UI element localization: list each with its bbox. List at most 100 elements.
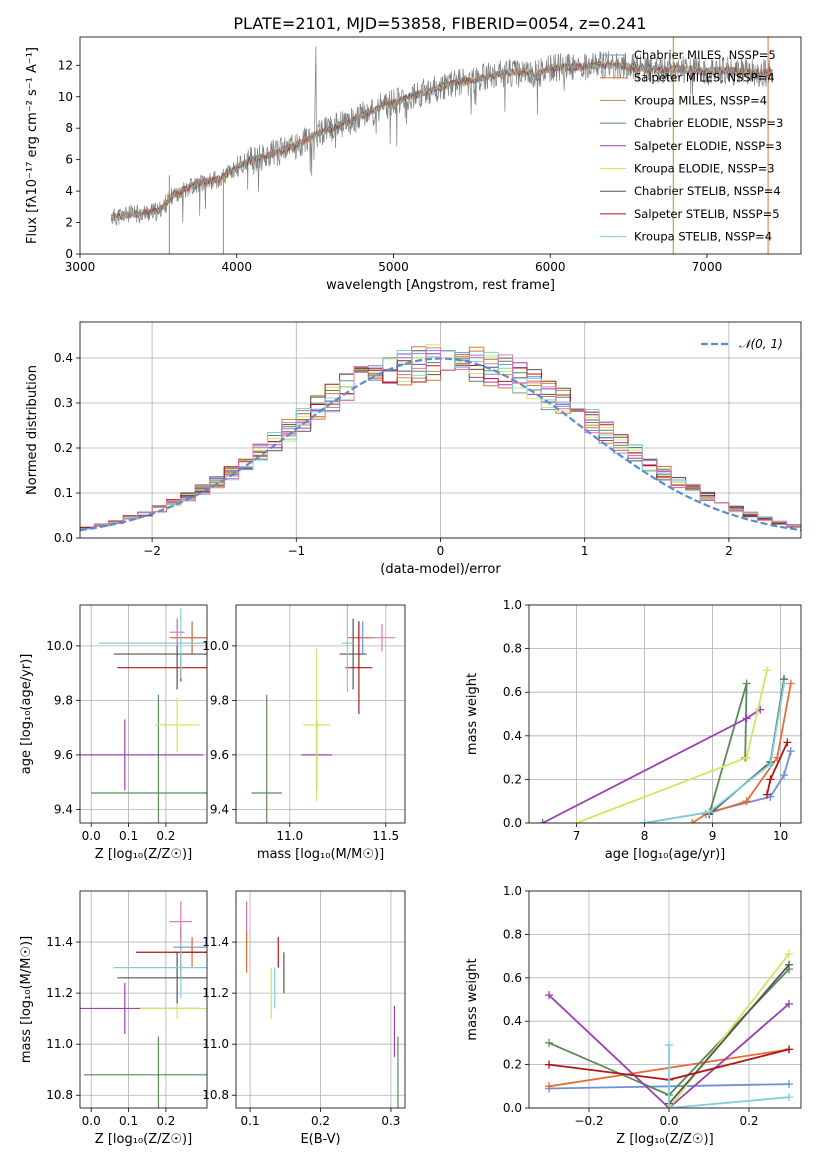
weight-line-salpeter-elodie — [548, 994, 790, 1108]
x-tick-label: 2 — [725, 544, 733, 558]
x-tick-label: 0.1 — [119, 1114, 138, 1128]
weight-marker — [742, 714, 751, 723]
x-tick-label: 11.5 — [372, 829, 399, 843]
x-tick-label: 0.2 — [156, 829, 175, 843]
legend-label: Salpeter ELODIE, NSSP=3 — [634, 139, 782, 153]
weight-marker — [688, 819, 697, 823]
weight-lines — [545, 949, 793, 1108]
weight-marker — [545, 1082, 553, 1091]
y-tick-label: 0.0 — [503, 816, 522, 830]
y-tick-label: 0 — [65, 247, 73, 261]
plot-frame — [528, 604, 802, 824]
y-tick-label: 0.2 — [503, 1058, 522, 1072]
weight-line-kroupa-stelib — [668, 1045, 790, 1108]
model-spectrum-kroupa-stelib — [110, 61, 773, 221]
x-tick-label: 0.2 — [739, 1114, 758, 1128]
x-tick-label: 0.0 — [82, 1114, 101, 1128]
weight-line-salpeter-elodie — [542, 708, 761, 823]
y-tick-label: 12 — [58, 58, 73, 72]
residual-histogram-panel: −2 −1 0 1 2 0.0 0.1 0.2 0.3 0.4 (data-model)/error… — [25, 321, 802, 577]
legend-label: Salpeter MILES, NSSP=4 — [634, 71, 775, 85]
x-tick-label: −0.2 — [574, 1114, 603, 1128]
y-tick-label: 9.4 — [54, 802, 73, 816]
y-tick-label: 0.0 — [54, 531, 73, 545]
weight-marker — [742, 797, 751, 806]
y-tick-label: 11.0 — [202, 1037, 229, 1051]
x-tick-label: 9 — [709, 829, 717, 843]
figure-title: PLATE=2101, MJD=53858, FIBERID=0054, z=0… — [233, 14, 646, 33]
y-tick-label: 8 — [65, 121, 73, 135]
plot-frame — [235, 604, 406, 824]
legend-label: Chabrier MILES, NSSP=5 — [634, 48, 776, 62]
y-tick-label: 11.4 — [46, 935, 73, 949]
weight-marker — [785, 960, 793, 969]
weight-marker — [545, 1060, 553, 1069]
y-tick-label: 10.0 — [202, 639, 229, 653]
y-tick-label: 0.1 — [54, 486, 73, 500]
weight-marker — [545, 991, 553, 1000]
weight-line-chabrier-elodie — [708, 683, 748, 815]
y-tick-label: 0.6 — [503, 971, 522, 985]
weight-marker — [545, 1038, 553, 1047]
y-tick-label: 11.4 — [202, 935, 229, 949]
plot-frame — [79, 604, 208, 824]
y-tick-label: 9.8 — [210, 693, 229, 707]
errorbars — [251, 605, 396, 823]
weight-marker — [742, 753, 751, 762]
weight-marker — [766, 760, 775, 769]
y-tick-label: 0.3 — [54, 396, 73, 410]
y-axis-label: mass weight — [465, 958, 480, 1040]
weight-marker — [786, 679, 795, 688]
x-axis-label: Z [log₁₀(Z/Z☉)] — [616, 1132, 713, 1147]
y-tick-label: 10.8 — [46, 1088, 73, 1102]
y-tick-label: 9.6 — [210, 748, 229, 762]
y-tick-label: 11.2 — [46, 986, 73, 1000]
weight-marker — [783, 738, 792, 747]
y-tick-label: 6 — [65, 153, 73, 167]
x-axis-label: wavelength [Angstrom, rest frame] — [326, 278, 555, 293]
weight-lines — [538, 666, 795, 823]
x-axis-label: mass [log₁₀(M/M☉)] — [257, 847, 384, 862]
x-tick-label: 0.0 — [82, 829, 101, 843]
spectrum-lines — [110, 37, 773, 254]
spectrum-panel: 3000 4000 5000 6000 7000 0 2 4 6 8 10 12 wavelength … — [25, 36, 802, 293]
x-tick-label: 3000 — [65, 260, 96, 274]
normal-distribution-curve — [80, 357, 801, 532]
plot-frame — [79, 890, 208, 1109]
y-tick-label: 10 — [58, 90, 73, 104]
y-tick-label: 0.8 — [503, 927, 522, 941]
x-axis-label: Z [log₁₀(Z/Z☉)] — [95, 847, 192, 862]
weight-marker — [780, 771, 788, 780]
x-axis-label: (data-model)/error — [380, 562, 501, 577]
x-axis-label: age [log₁₀(age/yr)] — [605, 847, 726, 862]
weight-marker — [763, 666, 771, 675]
y-tick-label: 0.0 — [503, 1101, 522, 1115]
weight-marker — [785, 999, 793, 1008]
x-tick-label: −2 — [143, 544, 161, 558]
legend-label: Kroupa MILES, NSSP=4 — [634, 93, 767, 107]
y-tick-label: 0.4 — [54, 351, 73, 365]
plot-frame — [235, 890, 406, 1109]
weight-marker — [572, 819, 581, 823]
x-tick-label: 7000 — [692, 260, 723, 274]
y-tick-label: 0.2 — [503, 772, 522, 786]
weight-marker — [785, 1093, 793, 1102]
weight-marker — [665, 1104, 673, 1108]
x-axis-label: Z [log₁₀(Z/Z☉)] — [95, 1132, 192, 1147]
y-tick-label: 9.4 — [210, 802, 229, 816]
age-vs-mass-panel: 11.0 11.5 9.4 9.6 9.8 10.0 mass [log₁₀(M/M☉)] — [202, 604, 406, 862]
y-tick-label: 10.0 — [46, 639, 73, 653]
weight-marker — [763, 790, 771, 799]
x-tick-label: 0.3 — [381, 1114, 400, 1128]
y-tick-label: 1.0 — [503, 884, 522, 898]
x-tick-label: 0.0 — [659, 1114, 678, 1128]
x-tick-label: 4000 — [221, 260, 252, 274]
mass-weight-vs-metallicity-panel: −0.2 0.0 0.2 0.0 0.2 0.4 0.6 0.8 1.0 Z [log₁₀(Z/Z… — [465, 884, 802, 1147]
y-tick-label: 2 — [65, 216, 73, 230]
x-tick-label: −1 — [287, 544, 305, 558]
plot-frame — [79, 36, 802, 255]
y-tick-label: 0.4 — [503, 729, 522, 743]
plot-frame — [528, 890, 802, 1109]
errorbars — [80, 901, 207, 1108]
weight-line-kroupa-elodie — [668, 953, 790, 1108]
